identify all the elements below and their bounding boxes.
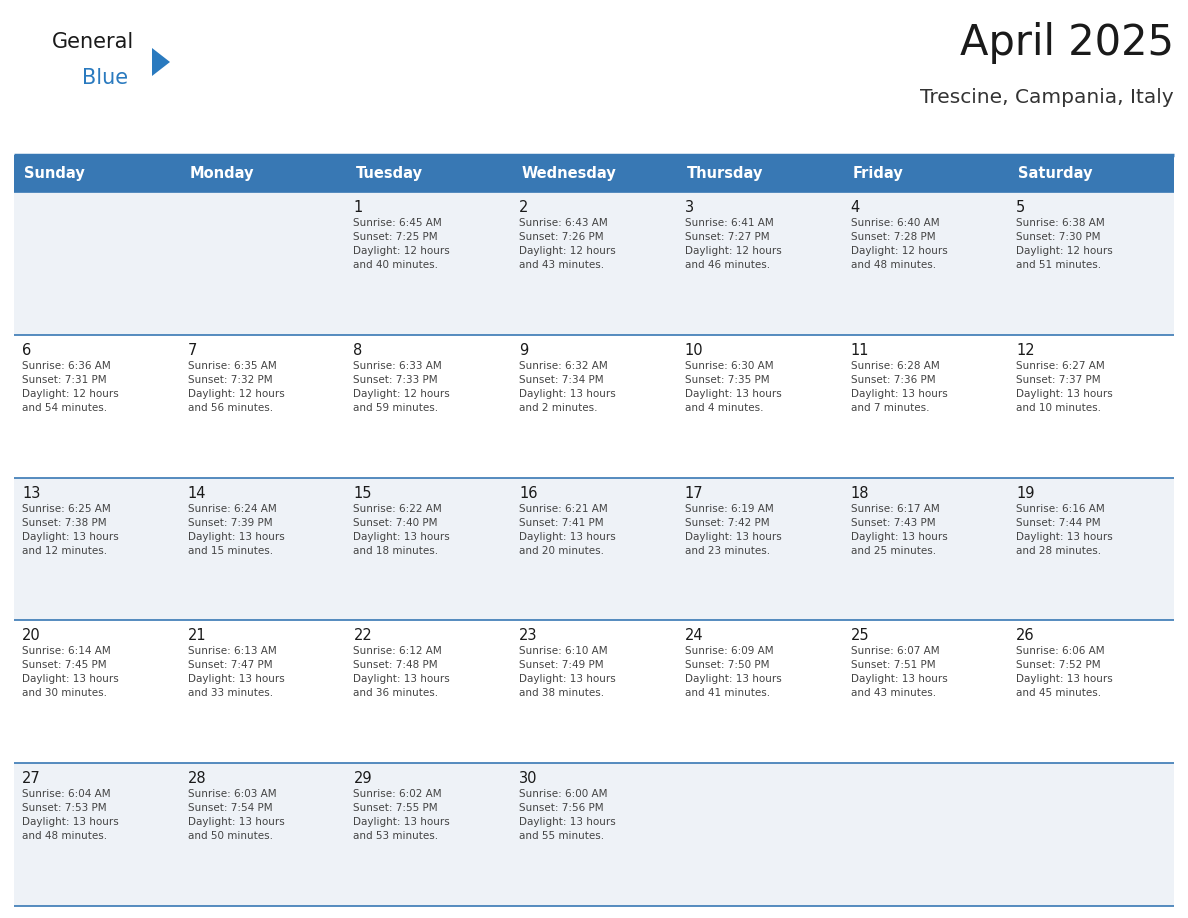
Text: 23: 23 [519, 629, 538, 644]
Text: 26: 26 [1016, 629, 1035, 644]
Text: Sunrise: 6:09 AM
Sunset: 7:50 PM
Daylight: 13 hours
and 41 minutes.: Sunrise: 6:09 AM Sunset: 7:50 PM Dayligh… [684, 646, 782, 699]
Text: Monday: Monday [190, 166, 254, 181]
Text: April 2025: April 2025 [960, 22, 1174, 64]
Text: 12: 12 [1016, 342, 1035, 358]
Text: Friday: Friday [853, 166, 903, 181]
Bar [14, 192, 1174, 335]
Text: 11: 11 [851, 342, 870, 358]
Text: 9: 9 [519, 342, 529, 358]
Text: Sunrise: 6:16 AM
Sunset: 7:44 PM
Daylight: 13 hours
and 28 minutes.: Sunrise: 6:16 AM Sunset: 7:44 PM Dayligh… [1016, 504, 1113, 555]
Text: Sunrise: 6:06 AM
Sunset: 7:52 PM
Daylight: 13 hours
and 45 minutes.: Sunrise: 6:06 AM Sunset: 7:52 PM Dayligh… [1016, 646, 1113, 699]
Polygon shape [152, 48, 170, 76]
Text: 4: 4 [851, 200, 860, 215]
Text: Sunrise: 6:00 AM
Sunset: 7:56 PM
Daylight: 13 hours
and 55 minutes.: Sunrise: 6:00 AM Sunset: 7:56 PM Dayligh… [519, 789, 615, 841]
Text: Blue: Blue [82, 68, 128, 88]
Text: 22: 22 [353, 629, 372, 644]
Text: 29: 29 [353, 771, 372, 786]
Text: Sunrise: 6:02 AM
Sunset: 7:55 PM
Daylight: 13 hours
and 53 minutes.: Sunrise: 6:02 AM Sunset: 7:55 PM Dayligh… [353, 789, 450, 841]
Bar [14, 477, 1174, 621]
Text: 5: 5 [1016, 200, 1025, 215]
Text: Sunrise: 6:14 AM
Sunset: 7:45 PM
Daylight: 13 hours
and 30 minutes.: Sunrise: 6:14 AM Sunset: 7:45 PM Dayligh… [23, 646, 119, 699]
Text: 24: 24 [684, 629, 703, 644]
Text: 27: 27 [23, 771, 40, 786]
Text: 17: 17 [684, 486, 703, 500]
Text: 6: 6 [23, 342, 31, 358]
Text: Sunrise: 6:17 AM
Sunset: 7:43 PM
Daylight: 13 hours
and 25 minutes.: Sunrise: 6:17 AM Sunset: 7:43 PM Dayligh… [851, 504, 947, 555]
Text: 20: 20 [23, 629, 40, 644]
Text: 3: 3 [684, 200, 694, 215]
Text: Sunrise: 6:43 AM
Sunset: 7:26 PM
Daylight: 12 hours
and 43 minutes.: Sunrise: 6:43 AM Sunset: 7:26 PM Dayligh… [519, 218, 615, 270]
Text: 28: 28 [188, 771, 207, 786]
Bar [14, 621, 1174, 763]
Text: 21: 21 [188, 629, 207, 644]
Text: 8: 8 [353, 342, 362, 358]
Text: 19: 19 [1016, 486, 1035, 500]
Text: Sunrise: 6:36 AM
Sunset: 7:31 PM
Daylight: 12 hours
and 54 minutes.: Sunrise: 6:36 AM Sunset: 7:31 PM Dayligh… [23, 361, 119, 413]
Text: 2: 2 [519, 200, 529, 215]
Text: 15: 15 [353, 486, 372, 500]
Text: Sunrise: 6:25 AM
Sunset: 7:38 PM
Daylight: 13 hours
and 12 minutes.: Sunrise: 6:25 AM Sunset: 7:38 PM Dayligh… [23, 504, 119, 555]
Text: Sunrise: 6:03 AM
Sunset: 7:54 PM
Daylight: 13 hours
and 50 minutes.: Sunrise: 6:03 AM Sunset: 7:54 PM Dayligh… [188, 789, 284, 841]
Text: Sunrise: 6:13 AM
Sunset: 7:47 PM
Daylight: 13 hours
and 33 minutes.: Sunrise: 6:13 AM Sunset: 7:47 PM Dayligh… [188, 646, 284, 699]
Text: Sunrise: 6:38 AM
Sunset: 7:30 PM
Daylight: 12 hours
and 51 minutes.: Sunrise: 6:38 AM Sunset: 7:30 PM Dayligh… [1016, 218, 1113, 270]
Text: Sunrise: 6:24 AM
Sunset: 7:39 PM
Daylight: 13 hours
and 15 minutes.: Sunrise: 6:24 AM Sunset: 7:39 PM Dayligh… [188, 504, 284, 555]
Text: Thursday: Thursday [687, 166, 763, 181]
Text: Sunrise: 6:27 AM
Sunset: 7:37 PM
Daylight: 13 hours
and 10 minutes.: Sunrise: 6:27 AM Sunset: 7:37 PM Dayligh… [1016, 361, 1113, 413]
Bar [14, 335, 1174, 477]
Text: Sunrise: 6:30 AM
Sunset: 7:35 PM
Daylight: 13 hours
and 4 minutes.: Sunrise: 6:30 AM Sunset: 7:35 PM Dayligh… [684, 361, 782, 413]
Text: Sunrise: 6:33 AM
Sunset: 7:33 PM
Daylight: 12 hours
and 59 minutes.: Sunrise: 6:33 AM Sunset: 7:33 PM Dayligh… [353, 361, 450, 413]
Text: 14: 14 [188, 486, 207, 500]
Text: Sunrise: 6:19 AM
Sunset: 7:42 PM
Daylight: 13 hours
and 23 minutes.: Sunrise: 6:19 AM Sunset: 7:42 PM Dayligh… [684, 504, 782, 555]
Text: Sunrise: 6:04 AM
Sunset: 7:53 PM
Daylight: 13 hours
and 48 minutes.: Sunrise: 6:04 AM Sunset: 7:53 PM Dayligh… [23, 789, 119, 841]
Text: General: General [52, 32, 134, 52]
Text: Sunrise: 6:41 AM
Sunset: 7:27 PM
Daylight: 12 hours
and 46 minutes.: Sunrise: 6:41 AM Sunset: 7:27 PM Dayligh… [684, 218, 782, 270]
Text: Saturday: Saturday [1018, 166, 1093, 181]
Text: Tuesday: Tuesday [355, 166, 423, 181]
Text: Trescine, Campania, Italy: Trescine, Campania, Italy [921, 88, 1174, 107]
Text: Sunrise: 6:45 AM
Sunset: 7:25 PM
Daylight: 12 hours
and 40 minutes.: Sunrise: 6:45 AM Sunset: 7:25 PM Dayligh… [353, 218, 450, 270]
Text: Sunrise: 6:10 AM
Sunset: 7:49 PM
Daylight: 13 hours
and 38 minutes.: Sunrise: 6:10 AM Sunset: 7:49 PM Dayligh… [519, 646, 615, 699]
Text: Sunrise: 6:22 AM
Sunset: 7:40 PM
Daylight: 13 hours
and 18 minutes.: Sunrise: 6:22 AM Sunset: 7:40 PM Dayligh… [353, 504, 450, 555]
Text: 16: 16 [519, 486, 538, 500]
Text: Sunrise: 6:32 AM
Sunset: 7:34 PM
Daylight: 13 hours
and 2 minutes.: Sunrise: 6:32 AM Sunset: 7:34 PM Dayligh… [519, 361, 615, 413]
Text: Wednesday: Wednesday [522, 166, 615, 181]
Text: 30: 30 [519, 771, 538, 786]
Bar [14, 763, 1174, 906]
Text: Sunrise: 6:21 AM
Sunset: 7:41 PM
Daylight: 13 hours
and 20 minutes.: Sunrise: 6:21 AM Sunset: 7:41 PM Dayligh… [519, 504, 615, 555]
Text: Sunrise: 6:40 AM
Sunset: 7:28 PM
Daylight: 12 hours
and 48 minutes.: Sunrise: 6:40 AM Sunset: 7:28 PM Dayligh… [851, 218, 947, 270]
Text: 13: 13 [23, 486, 40, 500]
Text: Sunrise: 6:35 AM
Sunset: 7:32 PM
Daylight: 12 hours
and 56 minutes.: Sunrise: 6:35 AM Sunset: 7:32 PM Dayligh… [188, 361, 284, 413]
Text: Sunrise: 6:28 AM
Sunset: 7:36 PM
Daylight: 13 hours
and 7 minutes.: Sunrise: 6:28 AM Sunset: 7:36 PM Dayligh… [851, 361, 947, 413]
Text: Sunrise: 6:07 AM
Sunset: 7:51 PM
Daylight: 13 hours
and 43 minutes.: Sunrise: 6:07 AM Sunset: 7:51 PM Dayligh… [851, 646, 947, 699]
Text: 1: 1 [353, 200, 362, 215]
Bar [14, 155, 1174, 192]
Text: 10: 10 [684, 342, 703, 358]
Text: Sunday: Sunday [24, 166, 84, 181]
Text: Sunrise: 6:12 AM
Sunset: 7:48 PM
Daylight: 13 hours
and 36 minutes.: Sunrise: 6:12 AM Sunset: 7:48 PM Dayligh… [353, 646, 450, 699]
Text: 18: 18 [851, 486, 870, 500]
Text: 7: 7 [188, 342, 197, 358]
Text: 25: 25 [851, 629, 870, 644]
